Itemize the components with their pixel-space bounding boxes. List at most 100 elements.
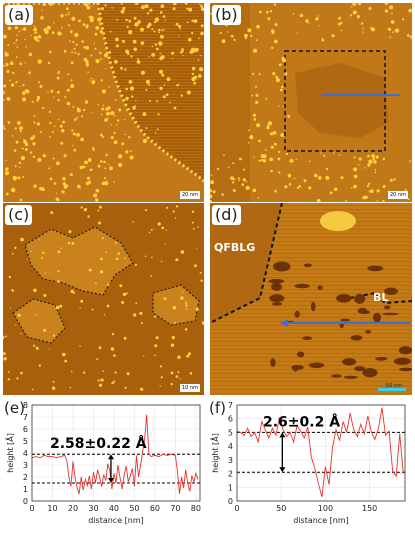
texture-dot [303, 179, 307, 183]
texture-dot [88, 15, 91, 18]
texture-dot [331, 34, 335, 38]
texture-dot [60, 33, 63, 35]
texture-dot [267, 121, 273, 126]
texture-dot [163, 297, 167, 300]
texture-dot [274, 23, 278, 27]
texture-dot [52, 157, 55, 160]
texture-dot [104, 68, 107, 70]
texture-dot [72, 105, 75, 108]
texture-dot [212, 190, 216, 194]
texture-dot [194, 264, 197, 268]
y-tick-label: 2 [23, 473, 28, 482]
texture-dot [145, 88, 148, 91]
bilayer-patch [270, 298, 279, 302]
texture-dot [94, 47, 97, 50]
x-tick-label: 50 [129, 504, 139, 513]
stm-panel-d: (d) QFBLG BL 50 nm [210, 203, 412, 395]
texture-dot [104, 54, 107, 57]
texture-dot [95, 198, 99, 202]
texture-dot [53, 182, 57, 185]
texture-dot [191, 221, 194, 224]
texture-dot [191, 72, 195, 76]
texture-dot [210, 188, 212, 193]
texture-dot [107, 117, 109, 120]
texture-dot [63, 154, 67, 158]
texture-dot [253, 156, 255, 158]
texture-dot [68, 40, 71, 42]
texture-dot [71, 241, 75, 245]
texture-dot [69, 30, 73, 34]
bilayer-patch [336, 294, 352, 303]
texture-dot [145, 127, 148, 130]
height-profile-series [31, 414, 199, 494]
texture-dot [73, 148, 77, 152]
texture-dot [193, 75, 198, 80]
texture-dot [49, 50, 52, 54]
texture-dot [239, 157, 242, 161]
bilayer-patch [268, 279, 285, 284]
texture-dot [79, 307, 81, 309]
y-tick-label: 4 [23, 449, 28, 458]
texture-dot [135, 100, 137, 102]
texture-dot [134, 263, 137, 266]
texture-dot [62, 120, 65, 124]
bilayer-patch [272, 302, 282, 306]
bilayer-patch [340, 318, 351, 322]
texture-dot [253, 118, 257, 121]
texture-dot [289, 159, 294, 163]
texture-dot [158, 28, 161, 32]
texture-dot [59, 124, 63, 128]
texture-dot [68, 24, 71, 27]
texture-dot [68, 230, 72, 234]
texture-dot [115, 37, 119, 42]
texture-dot [106, 304, 110, 308]
texture-dot [317, 15, 320, 17]
texture-dot [137, 58, 139, 60]
texture-dot [27, 258, 29, 260]
texture-dot [186, 90, 191, 95]
texture-dot [210, 174, 213, 176]
texture-dot [113, 140, 118, 144]
texture-dot [266, 10, 269, 14]
y-tick-label: 6 [23, 425, 28, 434]
texture-dot [150, 228, 153, 231]
texture-dot [345, 199, 348, 202]
texture-dot [265, 97, 268, 100]
x-axis-label: distance [nm] [88, 516, 144, 525]
texture-dot [401, 18, 405, 21]
texture-dot [120, 3, 123, 5]
texture-dot [17, 177, 20, 179]
texture-dot [164, 20, 166, 22]
texture-dot [97, 379, 100, 382]
texture-dot [185, 304, 188, 307]
texture-dot [11, 135, 14, 137]
texture-dot [90, 54, 93, 57]
texture-dot [384, 3, 389, 5]
texture-dot [56, 76, 60, 80]
arrow-head [107, 478, 114, 483]
texture-dot [65, 14, 67, 16]
texture-dot [197, 226, 199, 228]
texture-dot [325, 175, 330, 180]
texture-dot [102, 135, 104, 138]
texture-dot [33, 35, 38, 40]
texture-dot [85, 46, 90, 50]
texture-dot [42, 106, 45, 110]
texture-dot [175, 22, 179, 26]
y-tick-label: 3 [228, 456, 233, 465]
texture-dot [340, 29, 343, 32]
texture-dot [3, 64, 5, 67]
texture-dot [16, 121, 21, 125]
texture-dot [77, 184, 81, 189]
texture-dot [97, 17, 102, 22]
x-axis-label: distance [nm] [293, 516, 349, 525]
texture-dot [43, 328, 47, 332]
texture-dot [67, 13, 70, 16]
texture-dot [20, 371, 23, 375]
scale-bar [378, 388, 406, 391]
texture-dot [11, 289, 14, 292]
texture-dot [20, 155, 25, 161]
bl-label: BL [373, 291, 389, 304]
texture-dot [233, 38, 236, 42]
texture-dot [19, 62, 23, 65]
